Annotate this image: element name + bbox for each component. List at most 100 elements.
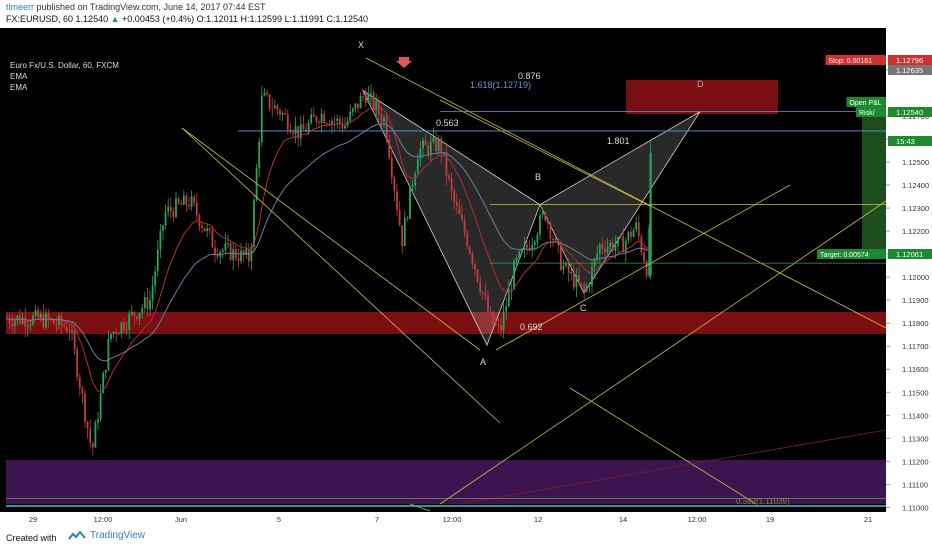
- candle-body: [585, 286, 588, 291]
- candle-body: [302, 124, 305, 130]
- candle-body: [177, 198, 180, 204]
- candle-body: [601, 244, 604, 249]
- candle-body: [143, 297, 146, 309]
- trend-line: [365, 57, 887, 329]
- candle-body: [26, 325, 29, 327]
- ratio-0563: 0.563: [436, 118, 459, 128]
- candle-body: [513, 261, 515, 290]
- x-tick-label: 21: [864, 515, 872, 524]
- candle-body: [94, 422, 97, 448]
- candle-body: [533, 242, 536, 245]
- candle-body: [448, 175, 450, 179]
- candle-body: [8, 318, 11, 324]
- candle-body: [42, 313, 45, 328]
- tradingview-brand-label: TradingView: [90, 530, 146, 541]
- candle-body: [518, 251, 521, 258]
- candle-body: [643, 252, 645, 262]
- candle-body: [500, 324, 502, 331]
- candle-body: [502, 311, 505, 331]
- candle-body: [578, 275, 580, 283]
- trend-line: [409, 503, 431, 512]
- candle-body: [138, 312, 141, 320]
- candle-body: [505, 306, 508, 312]
- candle-body: [515, 257, 518, 262]
- candle-body: [136, 316, 138, 320]
- candle-body: [195, 202, 198, 216]
- candle-body: [169, 206, 172, 212]
- tradingview-brand[interactable]: TradingView: [68, 530, 145, 541]
- candle-body: [591, 266, 593, 286]
- point-d-label: D: [697, 79, 704, 89]
- candle-body: [159, 230, 162, 250]
- candle-body: [24, 317, 27, 327]
- candle-body: [128, 313, 131, 330]
- candle-body: [375, 100, 378, 110]
- candle-body: [344, 125, 346, 129]
- publisher-username[interactable]: timeerr: [6, 2, 35, 12]
- candle-body: [258, 141, 261, 169]
- fib-label: 0.382(1.11039): [736, 497, 790, 506]
- candle-body: [476, 269, 479, 282]
- pattern-xab: [362, 89, 541, 347]
- price-tag-value: 15:43: [896, 137, 915, 146]
- candle-body: [424, 140, 427, 146]
- last-price: 1.12540: [75, 14, 109, 24]
- candle-body: [546, 220, 549, 224]
- candle-body: [510, 289, 513, 290]
- x-tick-label: 7: [375, 515, 379, 524]
- candle-body: [461, 214, 463, 221]
- candle-body: [162, 225, 164, 231]
- candle-body: [268, 94, 271, 109]
- price-tag-label: Target: 0.00574: [820, 252, 869, 259]
- candle-body: [242, 250, 245, 256]
- candle-body: [240, 250, 242, 262]
- trend-line: [495, 184, 791, 351]
- legend-title: Euro Fx/U.S. Dollar, 60, FXCM: [10, 61, 119, 70]
- point-c-label: C: [580, 303, 587, 313]
- candle-body: [341, 123, 344, 129]
- candle-body: [47, 313, 50, 320]
- candle-body: [279, 110, 281, 115]
- candle-body: [224, 243, 227, 250]
- candle-body: [619, 236, 622, 237]
- candle-body: [427, 145, 430, 155]
- candle-body: [253, 200, 255, 247]
- candle-body: [149, 300, 151, 310]
- candle-body: [367, 93, 370, 103]
- price-tag-label-bg: [817, 249, 886, 259]
- price-chart[interactable]: X A B C D 0.876 1.618(1.12719) 0.563 1.8…: [0, 28, 932, 525]
- candle-body: [383, 117, 385, 122]
- candle-body: [435, 137, 437, 151]
- candle-body: [617, 236, 619, 246]
- long-position-target: [862, 112, 886, 258]
- y-tick-label: 1.12000: [902, 273, 929, 282]
- candle-body: [307, 123, 310, 132]
- candle-body: [359, 95, 362, 109]
- chart-area[interactable]: X A B C D 0.876 1.618(1.12719) 0.563 1.8…: [0, 28, 932, 525]
- low-value: L:1.11991: [284, 14, 324, 24]
- candle-body: [385, 117, 388, 140]
- candle-body: [125, 329, 128, 331]
- candle-body: [232, 249, 235, 260]
- candle-body: [120, 322, 123, 334]
- candle-body: [604, 248, 606, 253]
- candle-body: [648, 228, 651, 276]
- candle-body: [539, 215, 541, 235]
- candle-body: [622, 236, 625, 253]
- y-tick-label: 1.11000: [902, 503, 929, 512]
- candle-body: [16, 315, 19, 321]
- trend-line: [181, 127, 501, 424]
- point-x-label: X: [358, 40, 364, 50]
- candle-body: [463, 220, 466, 234]
- candle-body: [489, 311, 492, 313]
- candle-body: [245, 248, 248, 256]
- candle-body: [21, 317, 24, 324]
- candle-body: [315, 116, 318, 123]
- candle-body: [487, 296, 489, 312]
- candle-body: [354, 103, 357, 109]
- candle-body: [99, 393, 102, 420]
- candle-body: [611, 242, 614, 251]
- publisher-line: timeerr published on TradingView.com, Ju…: [6, 2, 266, 12]
- high-value: H:1.12599: [240, 14, 283, 24]
- candle-body: [175, 198, 177, 218]
